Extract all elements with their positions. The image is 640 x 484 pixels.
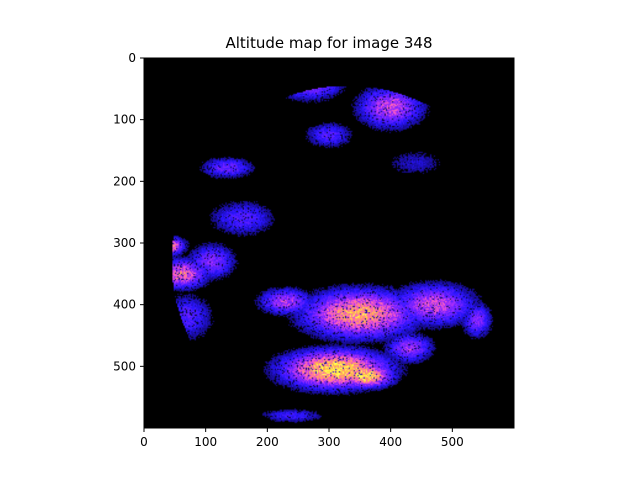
x-tick-label: 200 <box>256 435 279 449</box>
y-tick-label: 100 <box>113 113 136 127</box>
y-tick-label: 500 <box>113 359 136 373</box>
x-tick-label: 300 <box>318 435 341 449</box>
y-tick-label: 400 <box>113 298 136 312</box>
heatmap-image <box>144 58 514 428</box>
y-tick-label: 200 <box>113 174 136 188</box>
x-tick-label: 100 <box>194 435 217 449</box>
x-tick-label: 500 <box>441 435 464 449</box>
x-tick-label: 400 <box>379 435 402 449</box>
y-axis: 0 100 200 300 400 500 <box>113 51 144 373</box>
chart-title: Altitude map for image 348 <box>225 34 433 52</box>
plot-area <box>143 57 515 429</box>
x-tick-label: 0 <box>140 435 148 449</box>
y-tick-label: 300 <box>113 236 136 250</box>
y-tick-label: 0 <box>128 51 136 65</box>
x-axis: 0 100 200 300 400 500 <box>140 428 464 449</box>
